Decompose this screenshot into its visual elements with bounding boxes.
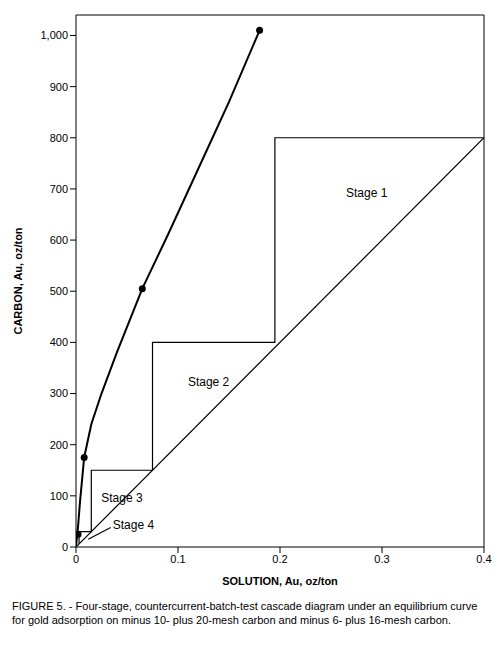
svg-text:1,000: 1,000 bbox=[40, 29, 68, 41]
svg-text:Stage 2: Stage 2 bbox=[188, 375, 230, 389]
svg-text:500: 500 bbox=[50, 285, 68, 297]
svg-text:900: 900 bbox=[50, 81, 68, 93]
svg-text:600: 600 bbox=[50, 234, 68, 246]
svg-text:0.4: 0.4 bbox=[476, 553, 491, 565]
svg-text:300: 300 bbox=[50, 387, 68, 399]
html-text:FIGURE 5. - Four-stage, counte: FIGURE 5. - Four-stage, countercurrent-b… bbox=[12, 600, 478, 626]
svg-text:200: 200 bbox=[50, 439, 68, 451]
svg-text:Stage 3: Stage 3 bbox=[101, 491, 143, 505]
svg-text:CARBON, Au, oz/ton: CARBON, Au, oz/ton bbox=[12, 227, 24, 334]
svg-text:0.1: 0.1 bbox=[170, 553, 185, 565]
svg-text:400: 400 bbox=[50, 336, 68, 348]
svg-text:Stage 1: Stage 1 bbox=[346, 186, 388, 200]
svg-text:800: 800 bbox=[50, 132, 68, 144]
svg-text:0: 0 bbox=[73, 553, 79, 565]
svg-text:100: 100 bbox=[50, 490, 68, 502]
svg-text:700: 700 bbox=[50, 183, 68, 195]
svg-text:0.2: 0.2 bbox=[272, 553, 287, 565]
svg-text:Stage 4: Stage 4 bbox=[113, 518, 155, 532]
svg-text:0: 0 bbox=[62, 541, 68, 553]
svg-text:SOLUTION, Au, oz/ton: SOLUTION, Au, oz/ton bbox=[222, 575, 338, 587]
svg-text:0.3: 0.3 bbox=[374, 553, 389, 565]
